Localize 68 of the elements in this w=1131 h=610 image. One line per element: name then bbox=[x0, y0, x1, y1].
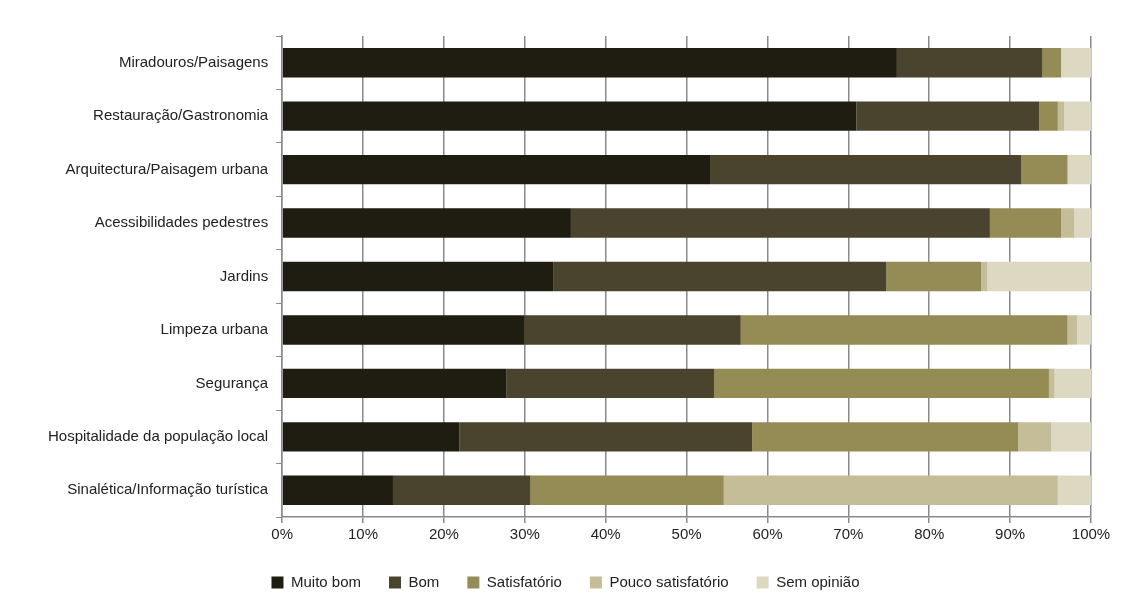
y-tick-label: Arquitectura/Paisagem urbana bbox=[65, 159, 269, 177]
bar bbox=[981, 261, 988, 292]
bar bbox=[392, 475, 531, 505]
bar bbox=[710, 154, 1022, 185]
x-tick-label: 60% bbox=[752, 525, 783, 543]
bar bbox=[1054, 368, 1091, 399]
bar bbox=[740, 315, 1068, 345]
bar bbox=[524, 315, 741, 345]
bar bbox=[1048, 368, 1055, 399]
x-tick-label: 30% bbox=[509, 525, 540, 543]
x-tick-label: 10% bbox=[348, 525, 379, 543]
y-tick-label: Hospitalidade da população local bbox=[47, 426, 269, 444]
bar bbox=[282, 422, 460, 452]
bar bbox=[282, 261, 554, 292]
bar bbox=[1051, 422, 1091, 452]
y-tick-label: Restauração/Gastronomia bbox=[93, 106, 269, 124]
bar bbox=[1074, 208, 1091, 238]
legend-label: Bom bbox=[408, 572, 440, 590]
bar bbox=[506, 368, 715, 399]
bar bbox=[530, 475, 724, 505]
bar bbox=[1061, 48, 1091, 78]
bar bbox=[752, 422, 1019, 452]
x-tick-label: 40% bbox=[590, 525, 621, 543]
bar bbox=[1018, 422, 1052, 452]
bar bbox=[1077, 315, 1091, 345]
bar bbox=[1057, 101, 1065, 131]
y-tick-label: Limpeza urbana bbox=[160, 320, 269, 338]
y-tick-label: Miradouros/Paisagens bbox=[118, 52, 269, 70]
x-tick-label: 80% bbox=[914, 525, 945, 543]
y-tick-label: Segurança bbox=[195, 373, 269, 391]
legend-label: Sem opinião bbox=[776, 572, 860, 590]
x-tick-label: 100% bbox=[1071, 525, 1111, 543]
bar bbox=[896, 48, 1043, 78]
x-tick-label: 70% bbox=[833, 525, 864, 543]
y-tick-label: Sinalética/Informação turística bbox=[67, 480, 269, 498]
x-tick-label: 0% bbox=[271, 525, 293, 543]
bar bbox=[282, 208, 571, 238]
bar bbox=[1042, 48, 1062, 78]
y-tick-label: Acessibilidades pedestres bbox=[94, 213, 269, 231]
bar bbox=[282, 154, 711, 185]
bar bbox=[856, 101, 1040, 131]
x-tick-label: 20% bbox=[428, 525, 459, 543]
bar bbox=[714, 368, 1049, 399]
bar bbox=[282, 368, 507, 399]
bar bbox=[1061, 208, 1075, 238]
y-tick-label: Jardins bbox=[219, 266, 269, 284]
bar bbox=[282, 475, 393, 505]
x-tick-label: 90% bbox=[995, 525, 1026, 543]
bar bbox=[282, 315, 524, 345]
bar bbox=[723, 475, 1058, 505]
bar bbox=[987, 261, 1091, 292]
bar bbox=[282, 48, 897, 78]
bar bbox=[1067, 315, 1078, 345]
bar bbox=[1067, 154, 1091, 185]
bar bbox=[459, 422, 753, 452]
bar bbox=[1039, 101, 1058, 131]
bar bbox=[553, 261, 887, 292]
legend-label: Muito bom bbox=[290, 572, 362, 590]
x-tick-label: 50% bbox=[671, 525, 702, 543]
legend-label: Pouco satisfatório bbox=[609, 572, 729, 590]
bar bbox=[1021, 154, 1068, 185]
bar bbox=[1064, 101, 1091, 131]
bar bbox=[570, 208, 990, 238]
bar bbox=[886, 261, 981, 292]
bar bbox=[282, 101, 857, 131]
bar bbox=[989, 208, 1062, 238]
bar bbox=[1057, 475, 1091, 505]
legend-label: Satisfatório bbox=[486, 572, 562, 590]
